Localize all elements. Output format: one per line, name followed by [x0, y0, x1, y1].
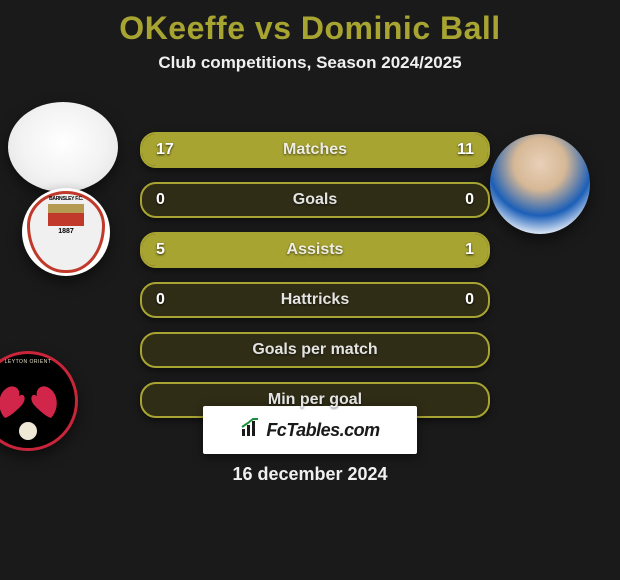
stat-row: 0 0 Goals	[140, 182, 490, 218]
stat-value-left: 5	[156, 241, 165, 259]
stats-bars: 17 11 Matches 0 0 Goals 5 1 Assists 0 0 Hattricks Go…	[140, 132, 490, 432]
crest-left-shield: BARNSLEY F.C. 1887	[27, 191, 105, 273]
crest-left-emblem	[48, 204, 84, 226]
date-label: 16 december 2024	[232, 464, 387, 485]
stat-value-right: 1	[465, 241, 474, 259]
stat-fill-right	[429, 234, 488, 266]
comparison-card: OKeeffe vs Dominic Ball Club competition…	[0, 10, 620, 580]
page-title: OKeeffe vs Dominic Ball	[0, 10, 620, 47]
stat-label: Matches	[283, 141, 347, 159]
stat-row: Goals per match	[140, 332, 490, 368]
stat-label: Hattricks	[281, 291, 349, 309]
crest-left-year: 1887	[58, 228, 74, 235]
subtitle: Club competitions, Season 2024/2025	[0, 53, 620, 73]
stat-label: Min per goal	[268, 391, 362, 409]
crest-right-ball	[19, 422, 37, 440]
stat-value-right: 0	[465, 191, 474, 209]
brand-text: FcTables.com	[266, 420, 379, 441]
stat-label: Assists	[287, 241, 344, 259]
player-photo-left	[8, 102, 118, 192]
stat-value-left: 17	[156, 141, 174, 159]
club-crest-right: LEYTON ORIENT	[0, 351, 78, 451]
stat-row: 0 0 Hattricks	[140, 282, 490, 318]
stat-label: Goals	[293, 191, 337, 209]
crest-right-dragons	[0, 378, 65, 422]
brand-icon	[240, 418, 260, 443]
stat-row: 5 1 Assists	[140, 232, 490, 268]
stat-label: Goals per match	[252, 341, 377, 359]
stat-value-left: 0	[156, 291, 165, 309]
club-crest-left: BARNSLEY F.C. 1887	[22, 188, 110, 276]
brand-box[interactable]: FcTables.com	[203, 406, 417, 454]
stat-value-right: 0	[465, 291, 474, 309]
stat-value-left: 0	[156, 191, 165, 209]
crest-right-name: LEYTON ORIENT	[5, 359, 52, 365]
player-photo-right	[490, 134, 590, 234]
stat-value-right: 11	[457, 141, 474, 159]
crest-left-name: BARNSLEY F.C.	[49, 196, 83, 202]
stat-row: 17 11 Matches	[140, 132, 490, 168]
